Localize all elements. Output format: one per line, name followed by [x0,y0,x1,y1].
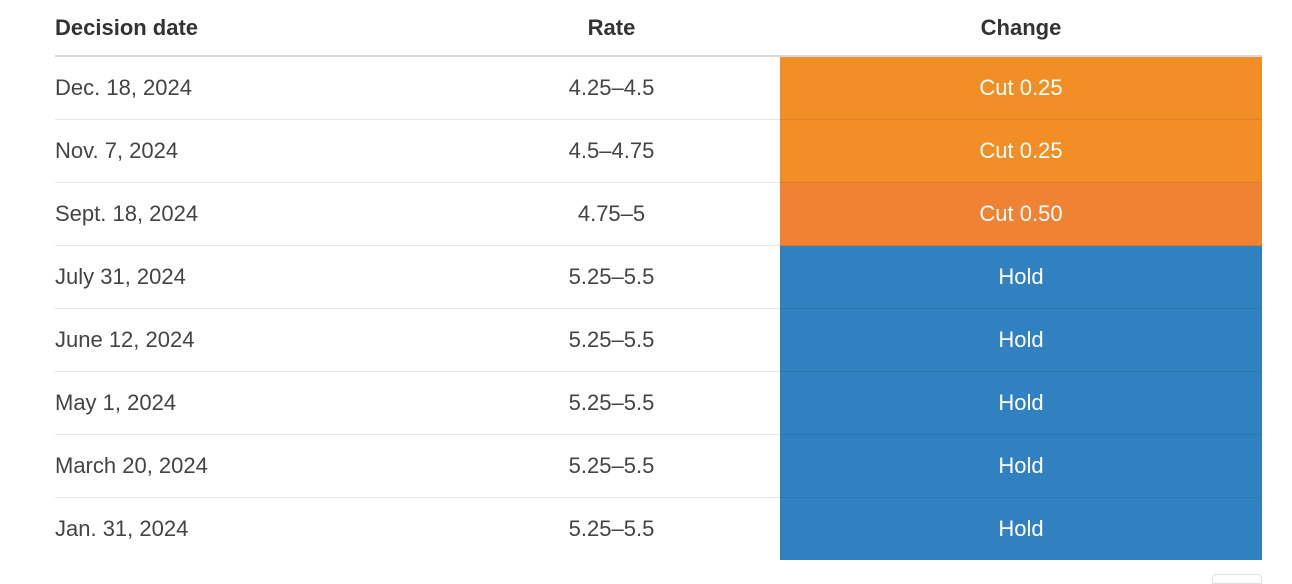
cell-decision-date: July 31, 2024 [55,245,443,309]
scroll-to-top-tab[interactable] [1212,574,1262,584]
cell-decision-date: Dec. 18, 2024 [55,56,443,120]
cell-rate: 5.25–5.5 [443,371,780,435]
header-row: Decision date Rate Change [55,0,1262,57]
cell-decision-date: Sept. 18, 2024 [55,182,443,246]
cell-decision-date: Nov. 7, 2024 [55,119,443,183]
cell-change: Hold [780,371,1262,435]
cell-change: Hold [780,434,1262,498]
rate-decisions-table: Decision date Rate Change Dec. 18, 2024 … [55,0,1262,560]
table-row: Jan. 31, 2024 5.25–5.5 Hold [55,497,1262,560]
cell-change: Cut 0.25 [780,119,1262,183]
cell-decision-date: Jan. 31, 2024 [55,516,189,541]
table-row: Sept. 18, 2024 4.75–5 Cut 0.50 [55,182,1262,246]
cell-change: Hold [780,497,1262,560]
cell-rate: 5.25–5.5 [443,245,780,309]
table-row: March 20, 2024 5.25–5.5 Hold [55,434,1262,498]
cell-change: Hold [780,245,1262,309]
cell-decision-date: May 1, 2024 [55,371,443,435]
table-header: Decision date Rate Change [55,0,1262,57]
table-body: Dec. 18, 2024 4.25–4.5 Cut 0.25 Nov. 7, … [55,56,1262,560]
cell-decision-date: March 20, 2024 [55,434,443,498]
header-rate[interactable]: Rate [443,0,780,57]
table-row: June 12, 2024 5.25–5.5 Hold [55,308,1262,372]
table-row: Dec. 18, 2024 4.25–4.5 Cut 0.25 [55,56,1262,120]
cell-rate: 4.75–5 [443,182,780,246]
rate-decisions-table-container: Decision date Rate Change Dec. 18, 2024 … [55,0,1262,560]
table-row: Nov. 7, 2024 4.5–4.75 Cut 0.25 [55,119,1262,183]
table-row: July 31, 2024 5.25–5.5 Hold [55,245,1262,309]
table-row: May 1, 2024 5.25–5.5 Hold [55,371,1262,435]
cell-decision-date: June 12, 2024 [55,308,443,372]
header-change[interactable]: Change [780,0,1262,57]
header-decision-date[interactable]: Decision date [55,0,443,57]
cell-rate: 4.25–4.5 [443,56,780,120]
cell-rate: 4.5–4.75 [443,119,780,183]
cell-change: Cut 0.50 [780,182,1262,246]
cell-rate: 5.25–5.5 [443,308,780,372]
cell-rate: 5.25–5.5 [568,516,655,541]
cell-change: Cut 0.25 [780,56,1262,120]
cell-change: Hold [780,308,1262,372]
cell-rate: 5.25–5.5 [443,434,780,498]
